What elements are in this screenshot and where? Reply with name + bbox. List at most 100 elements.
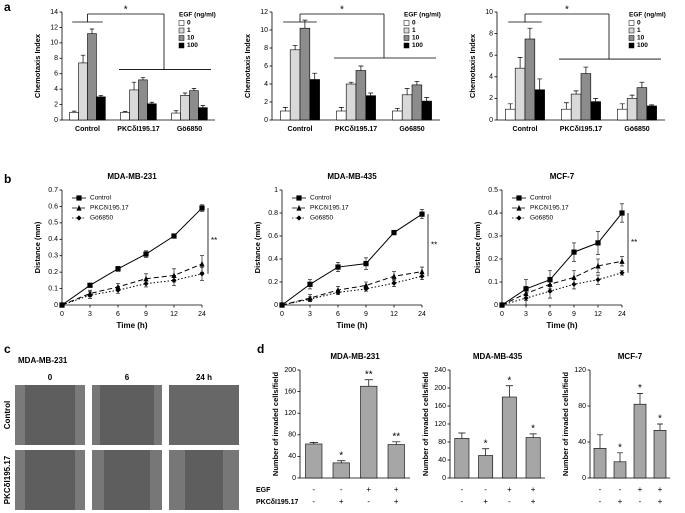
bar (360, 385, 378, 479)
error-bar (338, 107, 344, 111)
y-tick-label: 0.5 (48, 220, 58, 227)
y-tick-label: 0.8 (268, 210, 278, 217)
point (143, 251, 149, 257)
y-tick-label: 120 (434, 421, 446, 428)
legend-label: Control (530, 195, 552, 202)
legend-label: 100 (187, 42, 198, 49)
condition-sign: + (531, 485, 536, 494)
point (571, 281, 577, 287)
x-tick-label: Gö6850 (624, 126, 649, 133)
panel-label: a (4, 0, 11, 14)
error-bar (71, 110, 77, 113)
point (199, 205, 205, 211)
legend-marker (296, 204, 302, 211)
line (61, 207, 203, 306)
x-tick-label: 24 (618, 311, 626, 318)
error-bar (583, 66, 589, 74)
y-tick-label: 12 (50, 24, 58, 31)
y-tick-label: 0 (54, 117, 58, 124)
point (595, 277, 601, 283)
y-tick-label: 4 (489, 74, 493, 81)
y-axis-label: Chemotaxis Index (33, 33, 42, 98)
point (171, 233, 177, 239)
error-bar (657, 423, 663, 431)
point (59, 302, 65, 308)
significance: * (565, 5, 569, 16)
point (143, 281, 149, 287)
error-bar (149, 101, 155, 104)
significance: * (124, 5, 128, 16)
error-bar (637, 393, 643, 405)
y-tick-label: 0.5 (488, 187, 498, 194)
y-tick-label: 240 (434, 367, 446, 374)
y-tick-label: 0.4 (48, 236, 58, 243)
point (619, 270, 625, 276)
y-tick-label: 6 (489, 52, 493, 59)
legend-label: 100 (637, 42, 648, 49)
condition-sign: + (658, 485, 663, 494)
cell-edge (92, 450, 104, 510)
row-label: Control (3, 401, 12, 429)
y-tick-label: 0.4 (488, 210, 498, 217)
x-tick-label: 24 (418, 311, 426, 318)
error-bar (639, 81, 645, 88)
bar (633, 403, 647, 479)
legend-swatch (628, 27, 635, 34)
bar (120, 111, 130, 121)
cell-edge (223, 450, 239, 510)
legend-label: PKCδI195.17 (310, 205, 349, 212)
bar (626, 98, 638, 121)
legend-marker (296, 195, 302, 201)
error-bar (89, 28, 95, 34)
error-bar (173, 110, 179, 114)
legend-label: 100 (412, 42, 423, 49)
micrograph (15, 450, 85, 510)
error-bar (337, 460, 346, 463)
condition-sign: + (394, 485, 399, 494)
bar (593, 447, 607, 479)
bar (525, 437, 541, 479)
error-bar (394, 107, 400, 111)
bar (180, 95, 190, 121)
x-tick-label: 12 (390, 311, 398, 318)
y-tick-label: 80 (288, 432, 296, 439)
y-tick-label: 120 (284, 410, 296, 417)
condition-sign: + (483, 497, 488, 506)
y-axis-label: Chemotaxis Index (243, 33, 252, 98)
x-tick-label: 3 (88, 311, 92, 318)
legend-marker (76, 215, 82, 221)
condition-sign: - (508, 497, 511, 506)
y-tick-label: 0 (292, 475, 296, 482)
y-tick-label: 40 (578, 439, 586, 446)
y-tick-label: 0.1 (488, 279, 498, 286)
y-tick-label: 12 (260, 9, 268, 16)
condition-sign: - (461, 485, 464, 494)
point (115, 287, 121, 293)
legend-swatch (403, 35, 410, 41)
panel-label: c (4, 342, 11, 356)
chart-title: MDA-MB-231 (107, 172, 157, 181)
condition-label: EGF (256, 487, 271, 494)
error-bar (517, 57, 523, 69)
point (595, 240, 601, 246)
point (595, 262, 601, 269)
error-bar (414, 80, 420, 85)
x-axis-label: Time (h) (337, 321, 368, 330)
condition-sign: + (618, 497, 623, 506)
legend-swatch (628, 42, 635, 49)
y-tick-label: 80 (578, 403, 586, 410)
y-tick-label: 4 (264, 81, 268, 88)
y-axis-label: Number of invaded cells/field (421, 371, 430, 476)
error-bar (358, 65, 364, 71)
bar (590, 101, 601, 121)
legend-label: Gö6850 (310, 215, 334, 222)
x-tick-label: Gö6850 (177, 126, 202, 133)
error-bar (122, 111, 128, 113)
legend-label: 1 (637, 27, 641, 34)
error-bar (200, 104, 206, 108)
condition-sign: - (484, 485, 487, 494)
condition-sign: - (619, 485, 622, 494)
y-tick-label: 160 (284, 388, 296, 395)
legend-title: EGF (ng/ml) (179, 12, 216, 19)
value-annotation: * (658, 414, 662, 425)
